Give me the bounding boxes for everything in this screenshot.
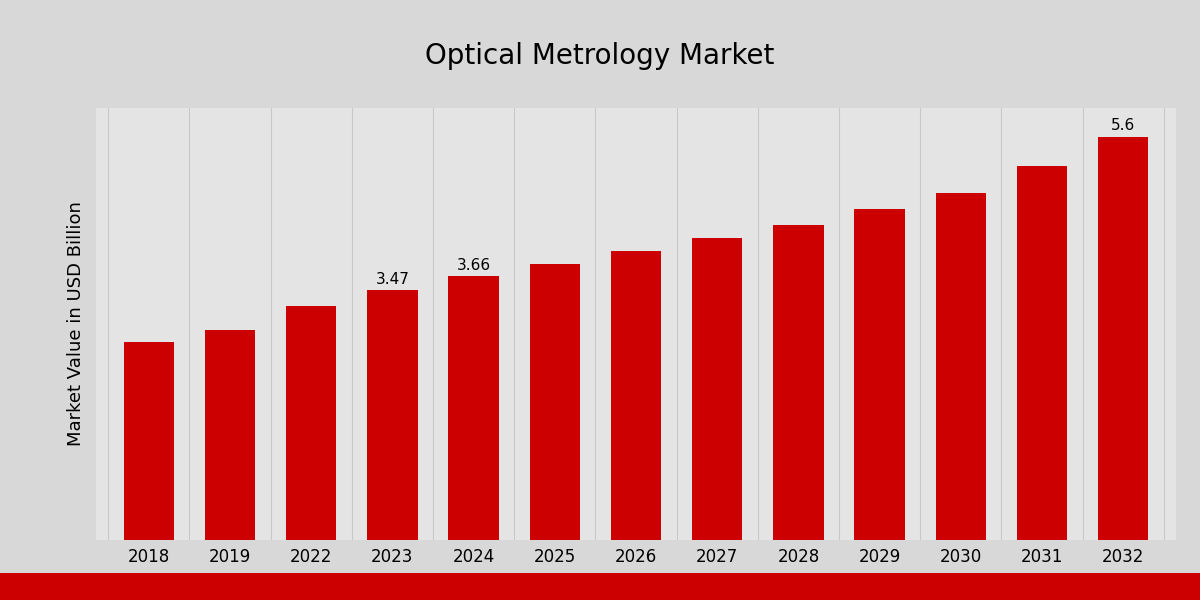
Text: Optical Metrology Market: Optical Metrology Market: [425, 42, 775, 70]
Bar: [205, 330, 256, 540]
Bar: [449, 277, 499, 540]
Y-axis label: Market Value in USD Billion: Market Value in USD Billion: [67, 202, 85, 446]
Text: 5.6: 5.6: [1111, 118, 1135, 133]
Bar: [1016, 166, 1067, 540]
Text: 3.66: 3.66: [456, 258, 491, 273]
Bar: [124, 342, 174, 540]
Bar: [529, 263, 580, 540]
Bar: [854, 209, 905, 540]
Bar: [773, 224, 823, 540]
Bar: [286, 306, 336, 540]
Bar: [936, 193, 986, 540]
Bar: [1098, 137, 1148, 540]
Bar: [611, 251, 661, 540]
Bar: [367, 290, 418, 540]
Bar: [692, 238, 743, 540]
Text: 3.47: 3.47: [376, 272, 409, 287]
